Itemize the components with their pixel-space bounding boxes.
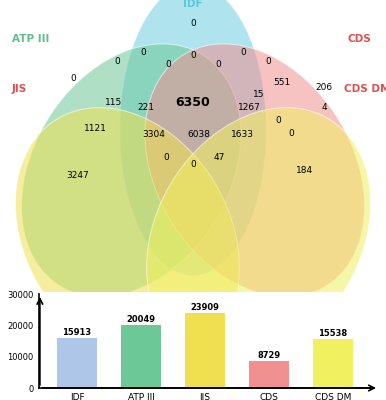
Text: ATP III: ATP III: [12, 34, 49, 44]
Text: 0: 0: [275, 116, 281, 125]
Text: 115: 115: [105, 98, 122, 107]
Ellipse shape: [15, 108, 239, 363]
Text: 8729: 8729: [257, 350, 281, 360]
Text: 23909: 23909: [190, 303, 219, 312]
Text: 206: 206: [316, 83, 333, 92]
Text: 0: 0: [115, 57, 120, 66]
Text: 20049: 20049: [127, 315, 156, 324]
Bar: [313, 339, 353, 388]
Text: 184: 184: [296, 166, 313, 175]
Text: 0: 0: [190, 51, 196, 60]
Bar: [57, 338, 97, 388]
Text: 0: 0: [289, 129, 294, 138]
Text: 15538: 15538: [318, 329, 347, 338]
Text: 1633: 1633: [231, 130, 254, 139]
Text: 3247: 3247: [66, 171, 88, 180]
Text: 15: 15: [253, 90, 264, 98]
Text: 0: 0: [163, 152, 169, 162]
Bar: [121, 325, 161, 388]
Text: 0: 0: [240, 48, 246, 57]
Text: 0: 0: [266, 57, 271, 66]
Bar: [185, 313, 225, 388]
Text: 6350: 6350: [176, 96, 210, 109]
Text: 221: 221: [137, 103, 154, 112]
Text: 6038: 6038: [187, 130, 210, 140]
Text: 0: 0: [71, 74, 76, 83]
Text: 1267: 1267: [237, 103, 261, 112]
Text: CDS: CDS: [347, 34, 371, 44]
Text: 1121: 1121: [84, 124, 107, 133]
Ellipse shape: [145, 44, 364, 297]
Bar: [249, 361, 289, 388]
Text: 551: 551: [273, 78, 290, 87]
Text: 0: 0: [190, 19, 196, 28]
Ellipse shape: [147, 108, 371, 363]
Ellipse shape: [120, 0, 266, 276]
Text: 0: 0: [190, 160, 196, 169]
Text: 4: 4: [322, 103, 327, 112]
Text: JIS: JIS: [12, 84, 27, 94]
Text: CDS DM: CDS DM: [344, 84, 386, 94]
Text: 0: 0: [215, 60, 221, 69]
Text: 3304: 3304: [142, 130, 165, 139]
Text: 15913: 15913: [63, 328, 91, 337]
Ellipse shape: [22, 44, 241, 297]
Text: 47: 47: [213, 152, 225, 162]
Text: 0: 0: [165, 60, 171, 69]
Text: 0: 0: [140, 48, 146, 57]
Text: IDF: IDF: [183, 0, 203, 9]
